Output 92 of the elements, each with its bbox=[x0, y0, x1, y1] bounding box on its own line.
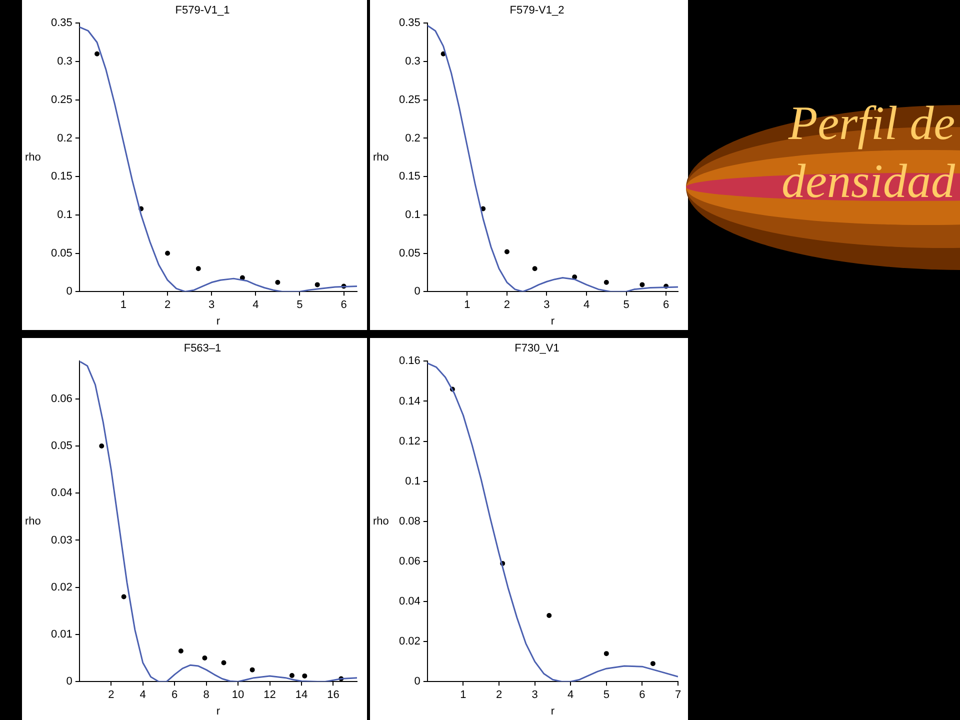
point bbox=[604, 280, 609, 285]
y-tick-label: 0.02 bbox=[398, 636, 420, 648]
x-tick-label: 7 bbox=[674, 689, 682, 702]
y-tick-label: 0.15 bbox=[398, 170, 420, 183]
x-tick-label: 8 bbox=[203, 689, 210, 702]
point bbox=[178, 648, 184, 654]
y-tick-label: 0.03 bbox=[50, 534, 72, 546]
y-axis-title: rho bbox=[25, 151, 41, 164]
x-tick-label: 6 bbox=[639, 689, 646, 702]
point bbox=[275, 280, 280, 285]
point bbox=[202, 656, 208, 661]
x-tick-label: 14 bbox=[295, 689, 308, 702]
point bbox=[165, 250, 170, 256]
y-tick-label: 0.01 bbox=[50, 628, 72, 641]
y-tick-label: 0.25 bbox=[398, 94, 420, 106]
point bbox=[196, 266, 201, 272]
y-tick-label: 0.04 bbox=[398, 596, 420, 608]
y-tick-label: 0.1 bbox=[405, 208, 420, 221]
x-tick-label: 2 bbox=[496, 689, 502, 702]
y-tick-label: 0.25 bbox=[50, 94, 72, 106]
point bbox=[94, 51, 100, 56]
x-tick-label: 3 bbox=[208, 299, 215, 312]
y-tick-label: 0.06 bbox=[50, 392, 72, 405]
x-tick-label: 1 bbox=[460, 689, 466, 702]
text: Perfil de densidad bbox=[780, 96, 955, 210]
point bbox=[504, 249, 510, 254]
y-tick-label: 0.16 bbox=[398, 355, 420, 368]
x-tick-label: 5 bbox=[296, 299, 303, 312]
chart-title: F579-V1_2 bbox=[510, 4, 564, 17]
x-tick-label: 4 bbox=[252, 299, 259, 312]
point bbox=[532, 266, 538, 272]
point bbox=[99, 444, 104, 449]
x-axis-title: r bbox=[216, 705, 220, 718]
x-tick-label: 10 bbox=[232, 689, 244, 702]
y-tick-label: 0.2 bbox=[57, 132, 72, 144]
x-axis-title: r bbox=[550, 315, 555, 328]
point bbox=[289, 672, 294, 678]
x-tick-label: 6 bbox=[340, 299, 347, 312]
y-tick-label: 0 bbox=[66, 286, 72, 298]
y-tick-label: 0.35 bbox=[398, 17, 420, 30]
y-axis-title: rho bbox=[373, 151, 389, 164]
y-tick-label: 0 bbox=[66, 676, 72, 688]
y-tick-label: 0.35 bbox=[50, 17, 72, 30]
y-axis-title: rho bbox=[25, 515, 41, 528]
x-tick-label: 3 bbox=[544, 299, 550, 312]
y-tick-label: 0.04 bbox=[50, 487, 72, 500]
chart-title: F563–1 bbox=[184, 342, 222, 355]
y-tick-label: 0.05 bbox=[398, 247, 420, 260]
x-axis-title: r bbox=[550, 705, 555, 718]
y-tick-label: 0.12 bbox=[398, 435, 420, 448]
x-tick-label: 3 bbox=[532, 689, 538, 702]
point bbox=[221, 660, 226, 666]
x-tick-label: 2 bbox=[164, 299, 171, 312]
y-tick-label: 0.2 bbox=[405, 132, 420, 144]
y-tick-label: 0.3 bbox=[57, 56, 72, 68]
x-tick-label: 1 bbox=[120, 299, 127, 312]
y-tick-label: 0.3 bbox=[405, 56, 420, 68]
y-tick-label: 0 bbox=[414, 286, 420, 298]
y-tick-label: 0.08 bbox=[398, 515, 420, 528]
x-tick-label: 6 bbox=[172, 689, 178, 702]
y-tick-label: 0.05 bbox=[50, 247, 72, 260]
x-tick-label: 5 bbox=[603, 689, 610, 702]
x-axis-title: r bbox=[216, 315, 220, 328]
point bbox=[604, 651, 609, 656]
x-tick-label: 6 bbox=[663, 299, 670, 312]
y-axis-title: rho bbox=[373, 515, 389, 528]
x-tick-label: 16 bbox=[327, 689, 340, 702]
x-tick-label: 2 bbox=[504, 299, 510, 312]
x-tick-label: 5 bbox=[623, 299, 630, 312]
x-tick-label: 2 bbox=[108, 689, 114, 702]
point bbox=[640, 282, 645, 288]
x-tick-label: 4 bbox=[140, 689, 146, 702]
point bbox=[250, 667, 255, 672]
x-tick-label: 12 bbox=[264, 689, 276, 702]
point bbox=[314, 282, 320, 288]
x-tick-label: 4 bbox=[568, 689, 574, 702]
y-tick-label: 0.1 bbox=[57, 208, 72, 221]
point bbox=[546, 613, 552, 618]
x-tick-label: 1 bbox=[464, 299, 470, 312]
y-tick-label: 0 bbox=[414, 676, 420, 688]
y-tick-label: 0.06 bbox=[398, 555, 420, 568]
y-tick-label: 0.05 bbox=[50, 440, 72, 452]
chart-title: F579-V1_1 bbox=[175, 4, 230, 17]
x-tick-label: 4 bbox=[583, 299, 590, 312]
y-tick-label: 0.14 bbox=[398, 395, 420, 408]
point bbox=[121, 594, 126, 600]
y-tick-label: 0.15 bbox=[50, 170, 72, 183]
y-tick-label: 0.1 bbox=[405, 475, 420, 488]
y-tick-label: 0.02 bbox=[50, 581, 72, 594]
point bbox=[302, 673, 308, 678]
chart-title: F730_V1 bbox=[514, 342, 560, 355]
point bbox=[650, 661, 656, 666]
